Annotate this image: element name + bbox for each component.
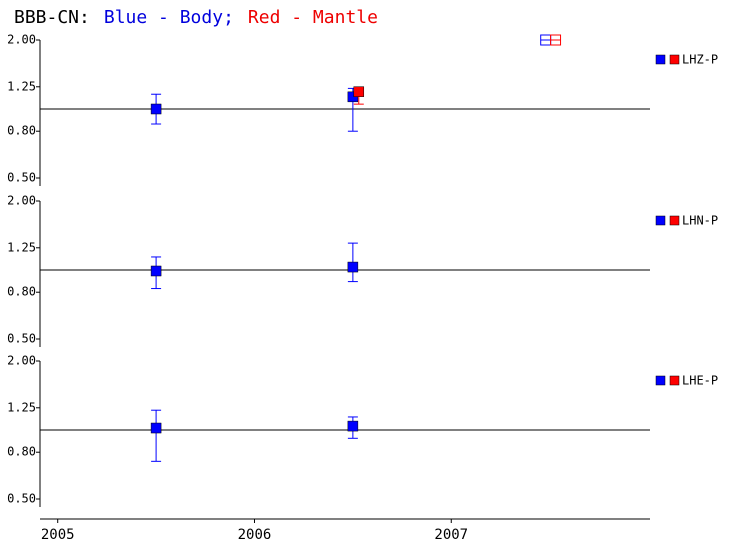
data-point: [550, 34, 562, 46]
chart-title: BBB-CN: Blue - Body; Red - Mantle: [14, 7, 378, 28]
y-tick-label: 0.50: [7, 332, 36, 346]
x-tick-label: 2007: [434, 527, 468, 543]
data-point: [150, 422, 162, 434]
legend-label: LHN-P: [682, 214, 718, 228]
y-tick-label: 2.00: [7, 354, 36, 368]
data-point: [150, 103, 162, 115]
y-tick-label: 0.50: [7, 171, 36, 185]
legend-swatch: [669, 375, 680, 386]
legend-label: LHE-P: [682, 374, 718, 388]
y-tick-label: 0.80: [7, 285, 36, 299]
data-point: [353, 86, 365, 97]
x-tick-label: 2006: [238, 527, 272, 543]
data-point: [347, 420, 359, 432]
y-tick-label: 2.00: [7, 33, 36, 47]
y-tick-label: 1.25: [7, 400, 36, 414]
y-tick-label: 0.80: [7, 445, 36, 459]
legend-swatch: [669, 54, 680, 65]
legend-swatch: [669, 215, 680, 226]
y-tick-label: 2.00: [7, 194, 36, 208]
x-tick-label: 2005: [41, 527, 75, 543]
legend-swatch: [655, 215, 666, 226]
legend-swatch: [655, 375, 666, 386]
legend-label: LHZ-P: [682, 53, 718, 67]
y-tick-label: 0.50: [7, 492, 36, 506]
data-point: [347, 261, 359, 273]
y-tick-label: 1.25: [7, 240, 36, 254]
y-tick-label: 1.25: [7, 79, 36, 93]
title-part: Red - Mantle: [248, 7, 378, 28]
title-part: BBB-CN:: [14, 7, 90, 28]
y-tick-label: 0.80: [7, 124, 36, 138]
legend-swatch: [655, 54, 666, 65]
data-point: [150, 265, 162, 277]
title-part: Blue - Body;: [104, 7, 234, 28]
